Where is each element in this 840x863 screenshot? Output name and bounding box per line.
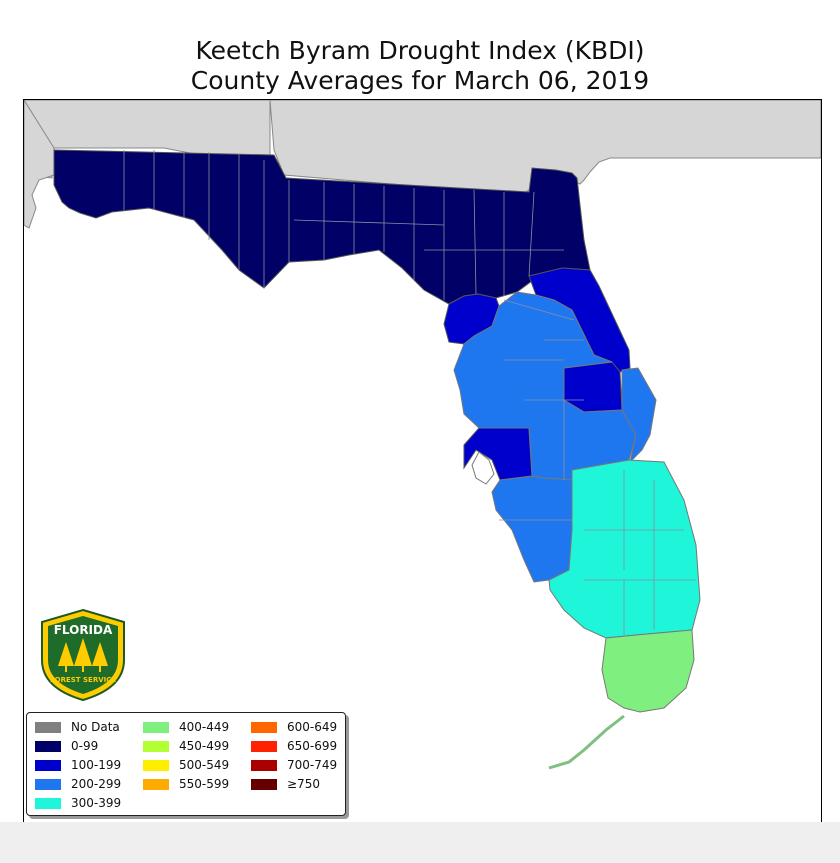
map-title: Keetch Byram Drought Index (KBDI) [195,36,645,65]
legend-label: 550-599 [179,777,230,791]
legend-label: 300-399 [71,796,122,810]
region-0-99 [53,149,591,305]
legend-swatch [251,740,277,752]
florida-keys [548,714,625,770]
legend-item-300-399: 300-399 [35,795,121,811]
florida-forest-service-logo: FLORIDA FOREST SERVICE [36,608,130,702]
legend-swatch [35,778,61,790]
legend-label: 0-99 [71,739,99,753]
legend-item-100-199: 100-199 [35,757,121,773]
florida-map [24,100,821,770]
legend-item-750-plus: ≥750 [251,776,320,792]
legend-item-700-749: 700-749 [251,757,337,773]
legend-swatch [251,759,277,771]
bottom-margin [0,822,840,863]
region-200-299 [621,367,657,464]
legend-swatch [251,778,277,790]
legend-label: 600-649 [287,720,338,734]
region-300-399 [548,459,701,639]
legend-item-0-99: 0-99 [35,738,98,754]
legend-label: 450-499 [179,739,230,753]
legend: No Data 0-99 100-199 200-299 300-399 400… [26,712,346,816]
legend-item-no-data: No Data [35,719,120,735]
legend-swatch [35,721,61,733]
map-frame [23,99,822,823]
county-lines [123,150,696,635]
legend-item-450-499: 450-499 [143,738,229,754]
legend-swatch [35,797,61,809]
legend-swatch [35,759,61,771]
region-100-199 [563,361,623,413]
region-400-449 [601,629,695,713]
svg-text:FLORIDA: FLORIDA [54,623,113,637]
legend-item-600-649: 600-649 [251,719,337,735]
legend-item-200-299: 200-299 [35,776,121,792]
tampa-bay [471,451,495,485]
legend-label: 100-199 [71,758,122,772]
legend-label: 400-449 [179,720,230,734]
legend-swatch [143,740,169,752]
legend-label: 650-699 [287,739,338,753]
legend-label: 200-299 [71,777,122,791]
legend-label: ≥750 [287,777,320,791]
svg-text:FOREST SERVICE: FOREST SERVICE [50,676,117,684]
legend-swatch [143,778,169,790]
region-200-299 [491,475,573,583]
legend-label: No Data [71,720,120,734]
legend-label: 500-549 [179,758,230,772]
legend-swatch [35,740,61,752]
legend-item-500-549: 500-549 [143,757,229,773]
legend-label: 700-749 [287,758,338,772]
legend-item-650-699: 650-699 [251,738,337,754]
map-subtitle: County Averages for March 06, 2019 [190,66,650,95]
legend-item-550-599: 550-599 [143,776,229,792]
legend-item-400-449: 400-449 [143,719,229,735]
legend-swatch [143,759,169,771]
legend-swatch [143,721,169,733]
legend-swatch [251,721,277,733]
